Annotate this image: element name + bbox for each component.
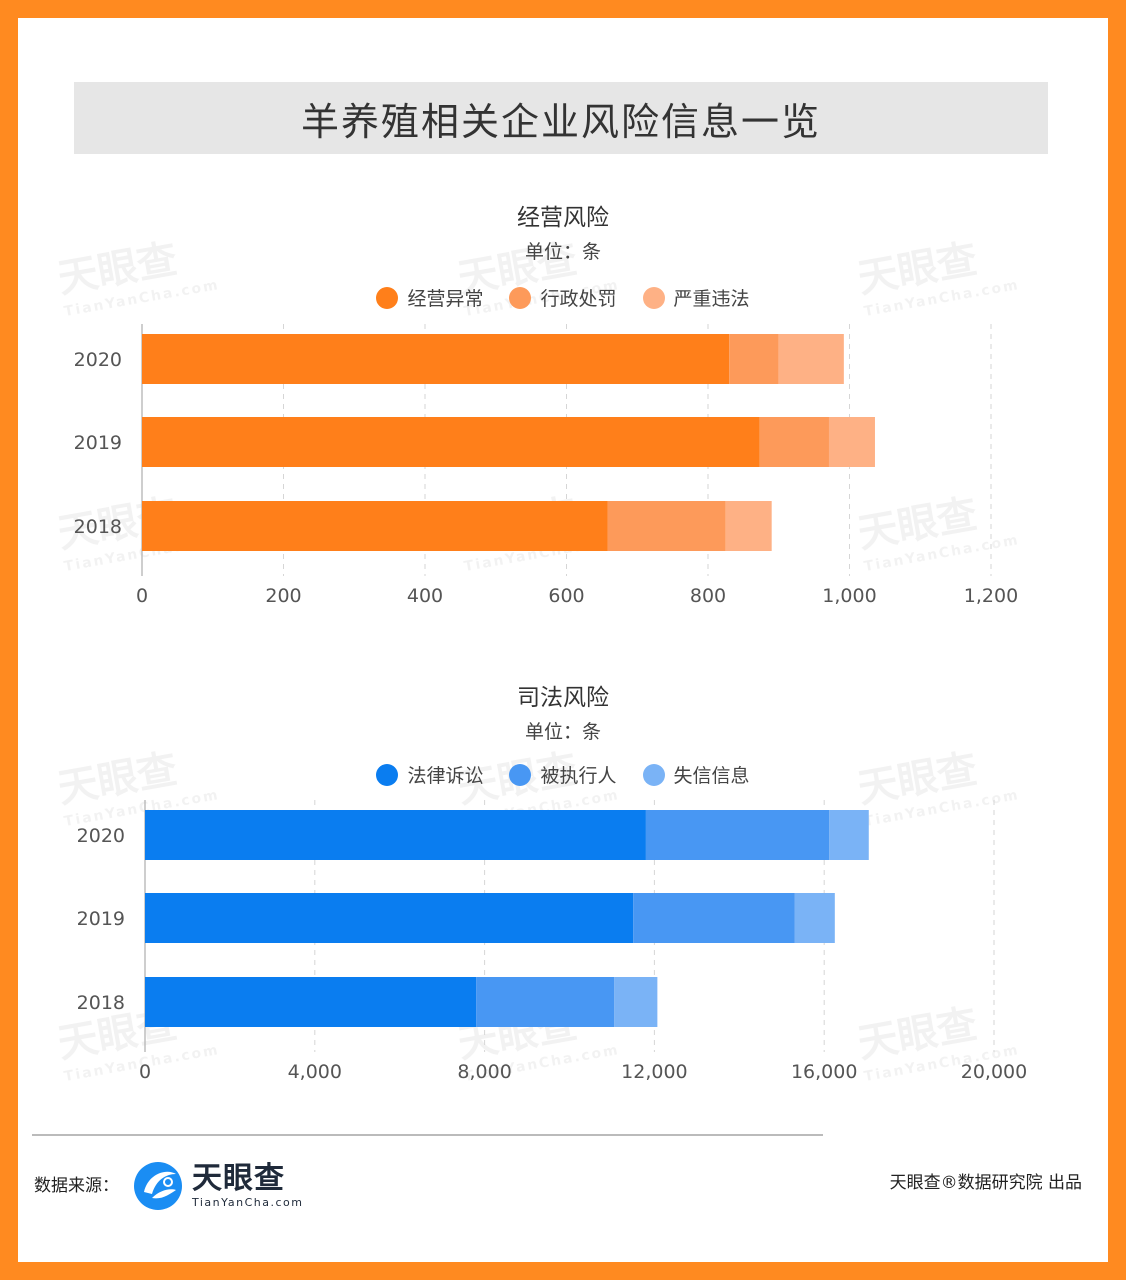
x-tick-label: 0 [136, 585, 148, 607]
x-tick-label: 0 [139, 1061, 151, 1083]
legend-item: 经营异常 [376, 284, 483, 311]
x-tick-label: 16,000 [791, 1061, 857, 1083]
category-label: 2018 [77, 992, 125, 1014]
x-tick-label: 600 [548, 585, 584, 607]
bar-segment [645, 810, 830, 860]
category-label: 2019 [74, 432, 122, 454]
x-tick-label: 800 [690, 585, 726, 607]
bar-segment [759, 417, 829, 467]
legend-swatch [376, 286, 399, 309]
legend-label: 严重违法 [673, 288, 750, 310]
legend-label: 法律诉讼 [407, 765, 484, 787]
bar-segment [145, 893, 634, 943]
x-tick-label: 12,000 [621, 1061, 687, 1083]
legend-label: 被执行人 [540, 765, 617, 787]
legend-label: 失信信息 [673, 765, 750, 787]
legend-swatch [376, 763, 399, 786]
bar-segment [794, 893, 835, 943]
bar-segment [142, 334, 730, 384]
logo-domain: TianYanCha.com [192, 1196, 304, 1209]
chart-title-operating: 经营风险 [517, 205, 609, 231]
x-tick-label: 4,000 [288, 1061, 342, 1083]
bar-segment [145, 977, 477, 1027]
bar-segment [828, 417, 875, 467]
bar-segment [142, 417, 760, 467]
x-tick-label: 400 [407, 585, 443, 607]
x-tick-label: 20,000 [961, 1061, 1027, 1083]
x-tick-label: 200 [265, 585, 301, 607]
legend-label: 行政处罚 [540, 288, 617, 310]
bar-segment [725, 501, 772, 551]
chart-operating-risk: 0 200 400 600 800 1,000 1,200 2020 2019 2018 [74, 324, 1018, 607]
chart-unit-operating: 单位：条 [524, 241, 601, 263]
legend-item: 法律诉讼 [376, 761, 483, 788]
credit-text: 天眼查®数据研究院 出品 [889, 1173, 1082, 1193]
legend-item: 失信信息 [642, 761, 750, 788]
bar-segment [476, 977, 615, 1027]
footer-divider [32, 1134, 823, 1136]
logo-text: 天眼查 [192, 1161, 285, 1196]
x-tick-label: 8,000 [457, 1061, 511, 1083]
legend-swatch [642, 286, 665, 309]
bar-segment [729, 334, 779, 384]
legend-item: 行政处罚 [509, 284, 617, 311]
page-title: 羊养殖相关企业风险信息一览 [74, 82, 1048, 154]
chart-judicial-risk: 0 4,000 8,000 12,000 16,000 20,000 2020 2019 201… [77, 800, 1027, 1083]
bar-segment [145, 810, 646, 860]
category-label: 2018 [74, 516, 122, 538]
bar-segment [829, 810, 869, 860]
legend-judicial: 法律诉讼 被执行人 失信信息 [18, 761, 1108, 788]
chart-title-judicial: 司法风险 [517, 685, 609, 711]
legend-operating: 经营异常 行政处罚 严重违法 [18, 284, 1108, 311]
legend-label: 经营异常 [407, 288, 484, 310]
x-tick-label: 1,000 [822, 585, 876, 607]
chart-unit-judicial: 单位：条 [524, 721, 601, 743]
legend-item: 严重违法 [642, 284, 750, 311]
x-tick-label: 1,200 [964, 585, 1018, 607]
tianyancha-logo-icon [134, 1162, 182, 1210]
legend-swatch [509, 763, 532, 786]
bar-segment [633, 893, 795, 943]
category-label: 2020 [77, 825, 125, 847]
source-label: 数据来源： [34, 1176, 119, 1196]
legend-item: 被执行人 [509, 761, 617, 788]
infographic-page: 天眼查 TianYanCha.com 天眼查 TianYanCha.com 天眼查 T… [18, 18, 1108, 1262]
category-label: 2019 [77, 908, 125, 930]
bar-segment [607, 501, 726, 551]
legend-swatch [509, 286, 532, 309]
bar-segment [614, 977, 658, 1027]
category-label: 2020 [74, 349, 122, 371]
tianyancha-logo: 天眼查 TianYanCha.com [132, 1160, 303, 1212]
bar-segment [142, 501, 608, 551]
bar-segment [778, 334, 844, 384]
legend-swatch [642, 763, 665, 786]
